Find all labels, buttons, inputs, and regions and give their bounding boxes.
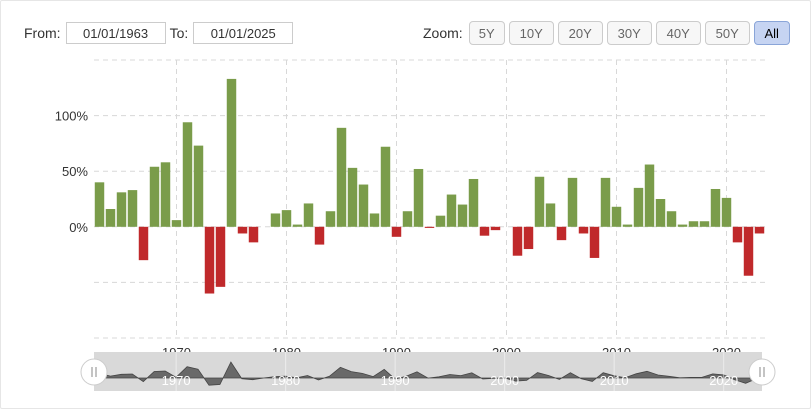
zoom-40y-button[interactable]: 40Y <box>655 21 701 45</box>
bar-2007[interactable] <box>578 226 589 234</box>
bar-1969[interactable] <box>160 162 171 227</box>
bar-2016[interactable] <box>677 224 688 227</box>
bar-2012[interactable] <box>633 187 644 227</box>
y-tick-label: 50% <box>62 164 88 179</box>
bar-1995[interactable] <box>446 194 457 227</box>
zoom-50y-button[interactable]: 50Y <box>704 21 750 45</box>
bar-1999[interactable] <box>490 226 501 231</box>
navigator-tick-label: 2000 <box>490 373 519 388</box>
bar-1982[interactable] <box>303 203 314 227</box>
bar-2005[interactable] <box>556 226 567 241</box>
navigator-series <box>92 361 763 386</box>
navigator-right-handle[interactable] <box>748 358 776 386</box>
bar-2014[interactable] <box>655 199 666 227</box>
navigator-track[interactable] <box>94 352 762 391</box>
bar-1979[interactable] <box>270 213 281 227</box>
bar-2013[interactable] <box>644 164 655 227</box>
bar-1966[interactable] <box>127 190 138 227</box>
bar-1981[interactable] <box>292 224 303 227</box>
handle-knob[interactable] <box>748 358 776 386</box>
from-label: From: <box>24 25 61 41</box>
handle-knob[interactable] <box>80 358 108 386</box>
bar-2002[interactable] <box>523 226 534 250</box>
bar-1994[interactable] <box>435 215 446 227</box>
bar-2008[interactable] <box>589 226 600 258</box>
bar-1986[interactable] <box>347 167 358 227</box>
to-date-input[interactable] <box>193 22 294 44</box>
bar-1975[interactable] <box>226 78 237 227</box>
zoom-all-button[interactable]: All <box>753 21 790 45</box>
date-range-selector: From: To: <box>24 21 294 45</box>
navigator-tick-label: 1970 <box>162 373 191 388</box>
bar-1972[interactable] <box>193 145 204 227</box>
bar-2004[interactable] <box>545 203 556 227</box>
bar-1968[interactable] <box>149 166 160 227</box>
zoom-30y-button[interactable]: 30Y <box>606 21 652 45</box>
bar-1998[interactable] <box>479 226 490 236</box>
bar-1990[interactable] <box>391 226 402 237</box>
bar-1967[interactable] <box>138 226 149 261</box>
bar-2015[interactable] <box>666 211 677 227</box>
bar-1980[interactable] <box>281 210 292 227</box>
bar-1976[interactable] <box>237 226 248 234</box>
bar-2019[interactable] <box>710 188 721 227</box>
y-tick-label: 0% <box>69 220 88 235</box>
bar-1964[interactable] <box>105 209 116 227</box>
bar-1987[interactable] <box>358 184 369 227</box>
bar-1996[interactable] <box>457 204 468 227</box>
bar-1989[interactable] <box>380 146 391 227</box>
bar-2011[interactable] <box>622 224 633 227</box>
bar-1997[interactable] <box>468 178 479 227</box>
bar-1965[interactable] <box>116 192 127 227</box>
bar-1971[interactable] <box>182 122 193 227</box>
bar-1977[interactable] <box>248 226 259 243</box>
bar-1973[interactable] <box>204 226 215 294</box>
bar-1984[interactable] <box>325 211 336 227</box>
bar-2020[interactable] <box>721 197 732 227</box>
bar-2023[interactable] <box>754 226 765 234</box>
bar-1988[interactable] <box>369 213 380 227</box>
bar-1970[interactable] <box>171 220 182 227</box>
navigator-tick-label: 2010 <box>600 373 629 388</box>
zoom-selector: Zoom: 5Y 10Y 20Y 30Y 40Y 50Y All <box>423 21 794 45</box>
zoom-20y-button[interactable]: 20Y <box>557 21 603 45</box>
bar-2018[interactable] <box>699 221 710 227</box>
bar-1992[interactable] <box>413 168 424 227</box>
bar-1963[interactable] <box>94 182 105 227</box>
navigator-left-handle[interactable] <box>80 358 108 386</box>
to-label: To: <box>169 25 189 41</box>
from-date-input[interactable] <box>65 22 166 44</box>
bar-2006[interactable] <box>567 177 578 227</box>
navigator-tick-label: 1980 <box>271 373 300 388</box>
bar-2001[interactable] <box>512 226 523 256</box>
bar-2021[interactable] <box>732 226 743 243</box>
bar-1993[interactable] <box>424 226 435 228</box>
bar-1985[interactable] <box>336 127 347 227</box>
navigator-tick-label: 2020 <box>709 373 738 388</box>
bar-2009[interactable] <box>600 177 611 227</box>
bar-1983[interactable] <box>314 226 325 245</box>
zoom-5y-button[interactable]: 5Y <box>468 21 505 45</box>
bar-2017[interactable] <box>688 221 699 227</box>
bar-2010[interactable] <box>611 206 622 227</box>
navigator-tick-label: 1990 <box>381 373 410 388</box>
zoom-10y-button[interactable]: 10Y <box>508 21 554 45</box>
bar-1974[interactable] <box>215 226 226 287</box>
bar-2022[interactable] <box>743 226 754 276</box>
zoom-label: Zoom: <box>423 25 463 41</box>
bar-2003[interactable] <box>534 176 545 227</box>
bar-1991[interactable] <box>402 211 413 227</box>
y-tick-label: 100% <box>55 109 89 124</box>
